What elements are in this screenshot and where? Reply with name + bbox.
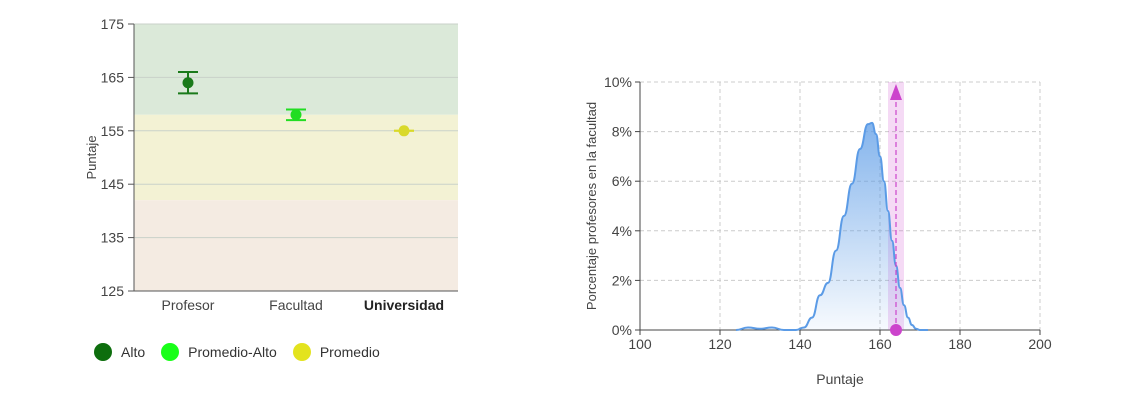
tick-label-y-155: 155 [101,123,125,139]
tick-label-x-160: 160 [868,336,892,352]
level-band-1 [134,114,458,201]
error-bar-profesor [178,71,198,95]
score-marker-arrow [890,84,902,100]
legend-label-alto: Alto [121,344,146,360]
tick-label-y-8: 8% [612,124,632,140]
data-point-facultad [290,109,302,121]
data-point-universidad [398,125,410,137]
category-label-facultad: Facultad [269,297,323,313]
distribution-area [736,122,928,330]
tick-label-y-4: 4% [612,223,632,239]
level-band-2 [134,200,458,291]
score-marker-point [890,324,902,336]
category-label-profesor: Profesor [162,297,215,313]
tick-label-x-200: 200 [1028,336,1052,352]
tick-label-y-135: 135 [101,230,125,246]
chart-legend: Alto Promedio-Alto Promedio [94,343,396,361]
error-bar-universidad [394,125,414,137]
legend-label-promedio-alto: Promedio-Alto [188,344,277,360]
legend-item-promedio-alto[interactable]: Promedio-Alto [161,343,277,361]
y-axis-label: Puntaje [84,135,99,179]
tick-label-x-180: 180 [948,336,972,352]
tick-label-y-0: 0% [612,322,632,338]
legend-item-promedio[interactable]: Promedio [292,343,380,361]
score-distribution-chart: 0% 2% 4% 6% 8% 10% 100 120 140 160 180 200 Puntaje Po… [584,74,1052,387]
level-comparison-chart: 125 135 145 155 165 175 Puntaje Profesor Faculta… [84,16,458,313]
legend-item-alto[interactable]: Alto [94,343,145,361]
tick-label-y-6: 6% [612,173,632,189]
level-band-0 [134,24,458,115]
tick-label-y-125: 125 [101,283,125,299]
tick-label-x-100: 100 [628,336,652,352]
x-axis-label: Puntaje [816,371,864,387]
legend-marker-alto [94,343,112,361]
tick-label-y-2: 2% [612,272,632,288]
tick-label-x-120: 120 [708,336,732,352]
y-axis-label: Porcentaje profesores en la facultad [584,102,599,310]
tick-label-y-165: 165 [101,69,125,85]
category-label-universidad: Universidad [364,297,444,313]
legend-marker-promedio [292,343,311,361]
tick-label-y-175: 175 [101,16,125,32]
tick-label-y-10: 10% [604,74,632,90]
data-point-profesor [182,77,194,89]
tick-label-x-140: 140 [788,336,812,352]
error-bar-facultad [286,108,306,122]
distribution-line [735,121,928,331]
legend-marker-promedio-alto [161,343,180,361]
tick-label-y-145: 145 [101,176,125,192]
legend-label-promedio: Promedio [319,344,380,360]
